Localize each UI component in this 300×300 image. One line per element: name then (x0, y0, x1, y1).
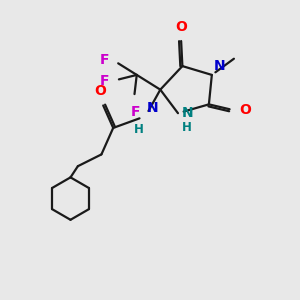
Text: N: N (182, 106, 193, 120)
Text: F: F (99, 74, 109, 88)
Text: F: F (130, 105, 140, 119)
Text: O: O (94, 84, 106, 98)
Text: O: O (175, 20, 187, 34)
Text: N: N (213, 58, 225, 73)
Text: N: N (147, 101, 159, 115)
Text: O: O (239, 103, 251, 117)
Text: F: F (99, 53, 109, 67)
Text: H: H (182, 122, 191, 134)
Text: H: H (134, 123, 144, 136)
